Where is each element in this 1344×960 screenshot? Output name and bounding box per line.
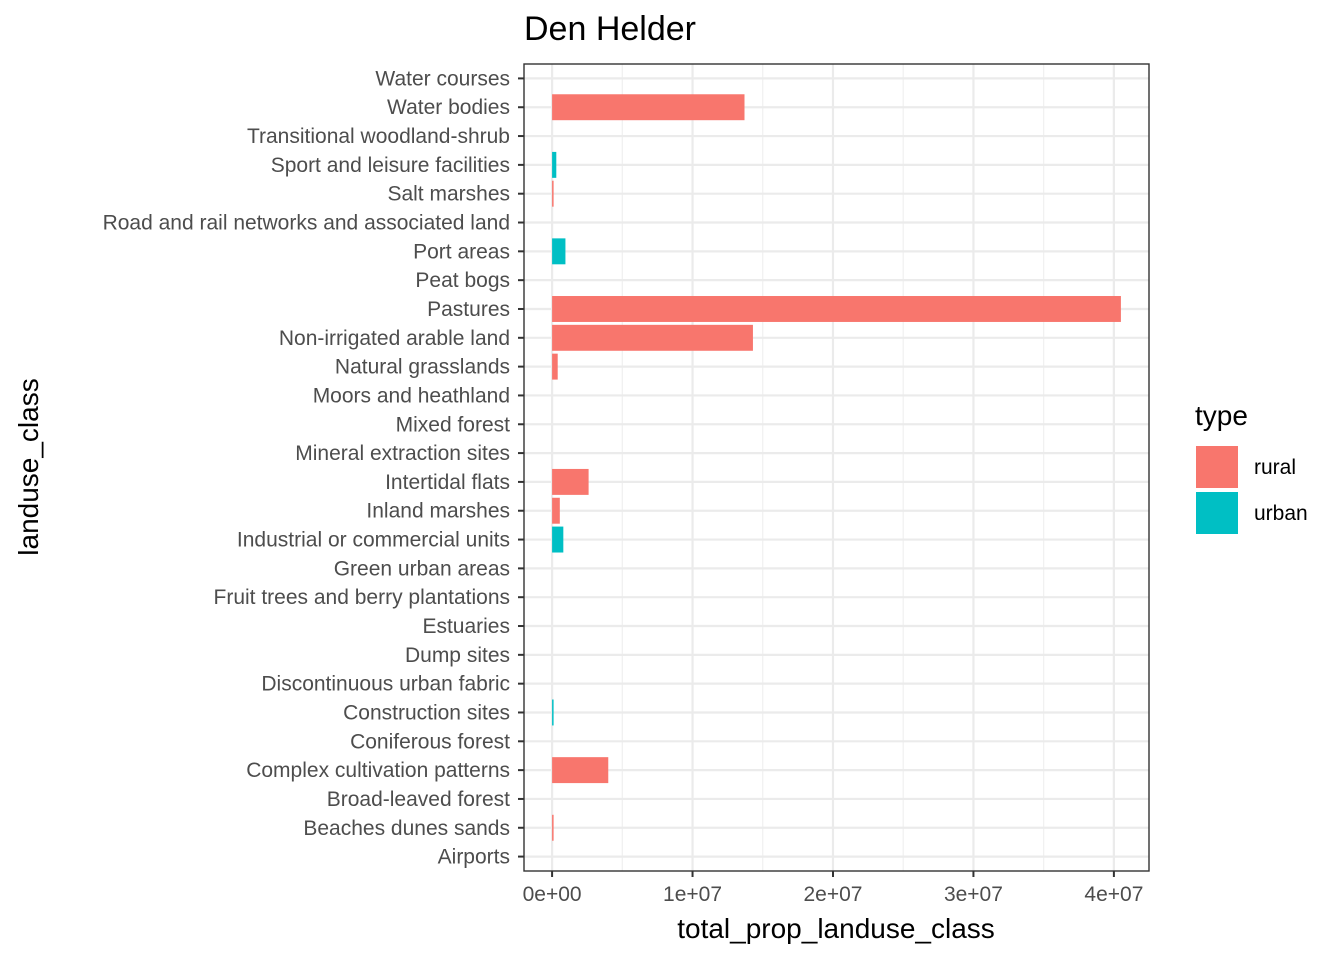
y-tick-label: Dump sites — [405, 644, 510, 667]
legend-swatch-rural — [1196, 446, 1238, 488]
y-tick-label: Broad-leaved forest — [327, 788, 510, 811]
y-tick-label: Mineral extraction sites — [295, 442, 510, 465]
y-tick-label: Peat bogs — [415, 269, 510, 292]
x-axis: 0e+00 1e+07 2e+07 3e+07 4e+07 — [523, 871, 1143, 906]
y-axis-title: landuse_class — [13, 378, 44, 555]
bar-complex-cultivation-patterns — [552, 757, 609, 784]
y-tick-label: Pastures — [427, 298, 510, 321]
bar-port-areas — [552, 238, 566, 265]
bar-industrial-or-commercial-units — [552, 526, 564, 553]
legend: type rural urban — [1195, 400, 1308, 534]
x-tick-label: 0e+00 — [523, 883, 582, 906]
bar-sport-and-leisure-facilities — [552, 151, 557, 178]
bar-non-irrigated-arable-land — [552, 324, 753, 351]
legend-label-urban: urban — [1254, 502, 1308, 525]
y-tick-label: Airports — [438, 846, 510, 869]
y-axis: Water courses Water bodies Transitional wo… — [103, 67, 524, 869]
x-tick-label: 1e+07 — [663, 883, 722, 906]
bar-beaches-dunes-sands — [552, 814, 554, 841]
bars-group — [552, 94, 1121, 841]
bar-water-bodies — [552, 94, 745, 121]
x-tick-label: 4e+07 — [1084, 883, 1143, 906]
y-tick-label: Transitional woodland-shrub — [247, 125, 510, 148]
y-tick-label: Coniferous forest — [350, 730, 510, 753]
y-tick-label: Inland marshes — [366, 500, 510, 523]
legend-swatch-urban — [1196, 492, 1238, 534]
plot-background — [524, 64, 1149, 871]
plot-panel-border — [523, 63, 1150, 872]
x-tick-label: 3e+07 — [944, 883, 1003, 906]
y-tick-label: Road and rail networks and associated la… — [103, 212, 510, 235]
y-tick-label: Natural grasslands — [335, 356, 510, 379]
chart-title: Den Helder — [524, 10, 696, 48]
legend-label-rural: rural — [1254, 456, 1296, 479]
y-tick-label: Water bodies — [387, 96, 510, 119]
y-tick-label: Construction sites — [343, 701, 510, 724]
bar-intertidal-flats — [552, 468, 589, 495]
bar-construction-sites — [552, 699, 554, 726]
y-tick-label: Non-irrigated arable land — [279, 327, 510, 350]
legend-title: type — [1195, 400, 1248, 431]
y-tick-label: Industrial or commercial units — [237, 529, 510, 552]
y-tick-label: Mixed forest — [396, 413, 511, 436]
y-tick-label: Port areas — [413, 240, 510, 263]
x-tick-label: 2e+07 — [803, 883, 862, 906]
bar-salt-marshes — [552, 180, 554, 207]
y-tick-label: Water courses — [375, 67, 510, 90]
bar-natural-grasslands — [552, 353, 558, 380]
y-tick-label: Sport and leisure facilities — [271, 154, 510, 177]
x-axis-title: total_prop_landuse_class — [677, 913, 995, 944]
y-tick-label: Salt marshes — [387, 183, 510, 206]
y-tick-label: Beaches dunes sands — [303, 817, 510, 840]
y-tick-label: Estuaries — [422, 615, 510, 638]
y-tick-label: Intertidal flats — [385, 471, 510, 494]
bar-inland-marshes — [552, 497, 560, 524]
bar-pastures — [552, 296, 1121, 322]
y-tick-label: Fruit trees and berry plantations — [214, 586, 510, 609]
y-tick-label: Moors and heathland — [313, 384, 510, 407]
y-tick-label: Green urban areas — [334, 557, 510, 580]
grid-lines — [524, 64, 1149, 871]
y-tick-label: Complex cultivation patterns — [246, 759, 510, 782]
y-tick-label: Discontinuous urban fabric — [261, 673, 510, 696]
